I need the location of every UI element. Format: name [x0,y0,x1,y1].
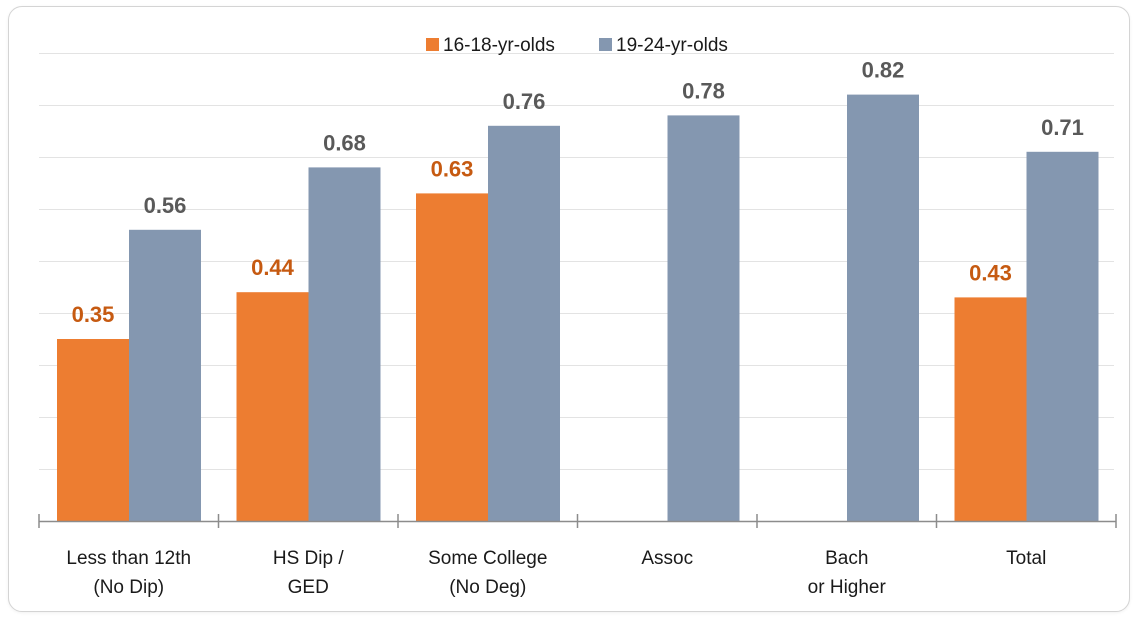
bar-series1 [236,292,309,521]
value-label: 0.56 [144,193,187,218]
legend-swatch [599,38,612,51]
bar-series2 [308,167,381,521]
bars [57,94,1099,522]
bar-series1 [416,193,488,521]
x-tick-label: Some College (No Deg) [428,548,547,598]
value-label: 0.71 [1041,115,1084,140]
legend-swatch [426,38,439,51]
bar-series2 [129,229,201,522]
legend-item-series2: 19-24-yr-olds [599,35,728,56]
bar-series2 [667,115,740,522]
gridlines [39,53,1114,470]
bar-series2 [847,94,919,521]
legend-label: 19-24-yr-olds [616,35,728,56]
x-axis [38,514,1117,528]
value-label: 0.76 [503,89,546,114]
value-label: 0.82 [862,58,905,83]
value-label: 0.35 [72,302,115,327]
legend-label: 16-18-yr-olds [443,35,555,56]
bar-series1 [57,339,129,521]
bar-series2 [1026,151,1099,522]
value-label: 0.44 [251,255,295,280]
value-label: 0.43 [969,260,1012,285]
legend-item-series1: 16-18-yr-olds [426,35,555,56]
value-labels: 0.35 0.44 0.63 0.43 0.56 0.68 0.76 0.78 0.82 0.71 [72,58,1084,327]
value-label: 0.78 [682,78,725,103]
category-labels: Less than 12th (No Dip) HS Dip / GED Some Co… [66,548,1046,598]
x-tick-label: Bach or Higher [808,548,887,598]
value-label: 0.68 [323,130,366,155]
bar-series1 [954,297,1027,521]
x-tick-label: HS Dip / GED [273,548,344,598]
bar-series2 [488,125,560,522]
x-tick-label: Less than 12th (No Dip) [66,548,191,598]
x-tick-label: Assoc [641,548,693,569]
x-tick-label: Total [1006,548,1046,569]
legend: 16-18-yr-olds 19-24-yr-olds [426,35,728,56]
value-label: 0.63 [431,156,474,181]
